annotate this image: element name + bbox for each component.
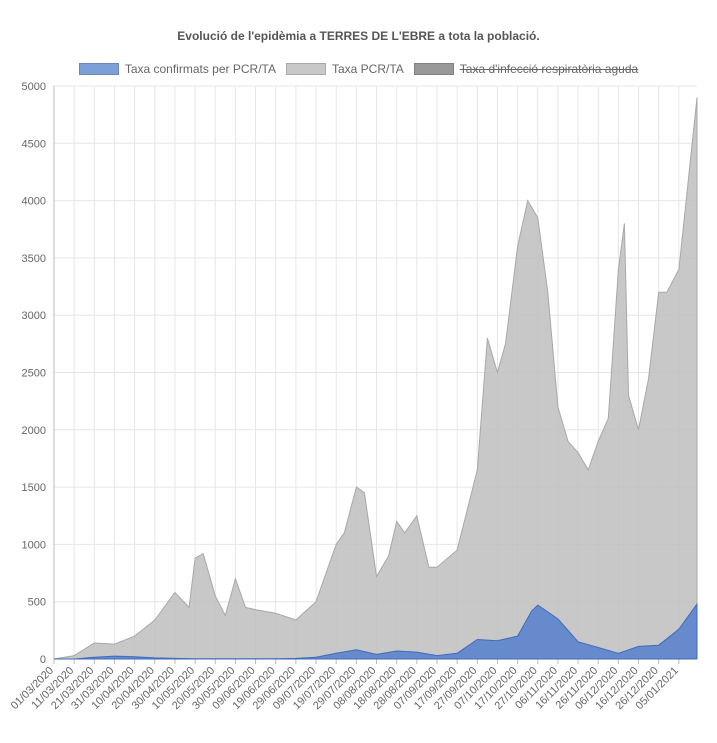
y-tick-label: 500 [28,597,46,609]
y-tick-label: 4500 [22,138,46,150]
y-tick-label: 2500 [22,368,46,380]
series-area-pcr [53,97,698,660]
y-tick-label: 5000 [22,81,46,93]
legend-swatch-ira [413,63,454,75]
legend-swatch-confirmats [78,63,119,75]
legend: Taxa confirmats per PCR/TA Taxa PCR/TA T… [0,62,717,76]
y-tick-label: 1500 [22,482,46,494]
legend-item-confirmats[interactable]: Taxa confirmats per PCR/TA [78,62,276,76]
legend-label-ira: Taxa d'infecció respiratòria aguda [459,62,639,76]
series-area-confirmats [54,602,698,660]
y-tick-label: 1000 [22,539,46,551]
y-tick-label: 3500 [22,253,46,265]
y-tick-label: 3000 [22,310,46,322]
y-tick-label: 4000 [22,196,46,208]
legend-label-pcr: Taxa PCR/TA [331,62,404,76]
legend-item-ira[interactable]: Taxa d'infecció respiratòria aguda [413,62,639,76]
y-tick-label: 2000 [22,425,46,437]
legend-swatch-pcr [285,63,326,75]
legend-label-confirmats: Taxa confirmats per PCR/TA [124,62,276,76]
y-tick-label: 0 [40,654,46,666]
legend-item-pcr[interactable]: Taxa PCR/TA [285,62,404,76]
chart-title: Evolució de l'epidèmia a TERRES DE L'EBR… [177,29,540,43]
